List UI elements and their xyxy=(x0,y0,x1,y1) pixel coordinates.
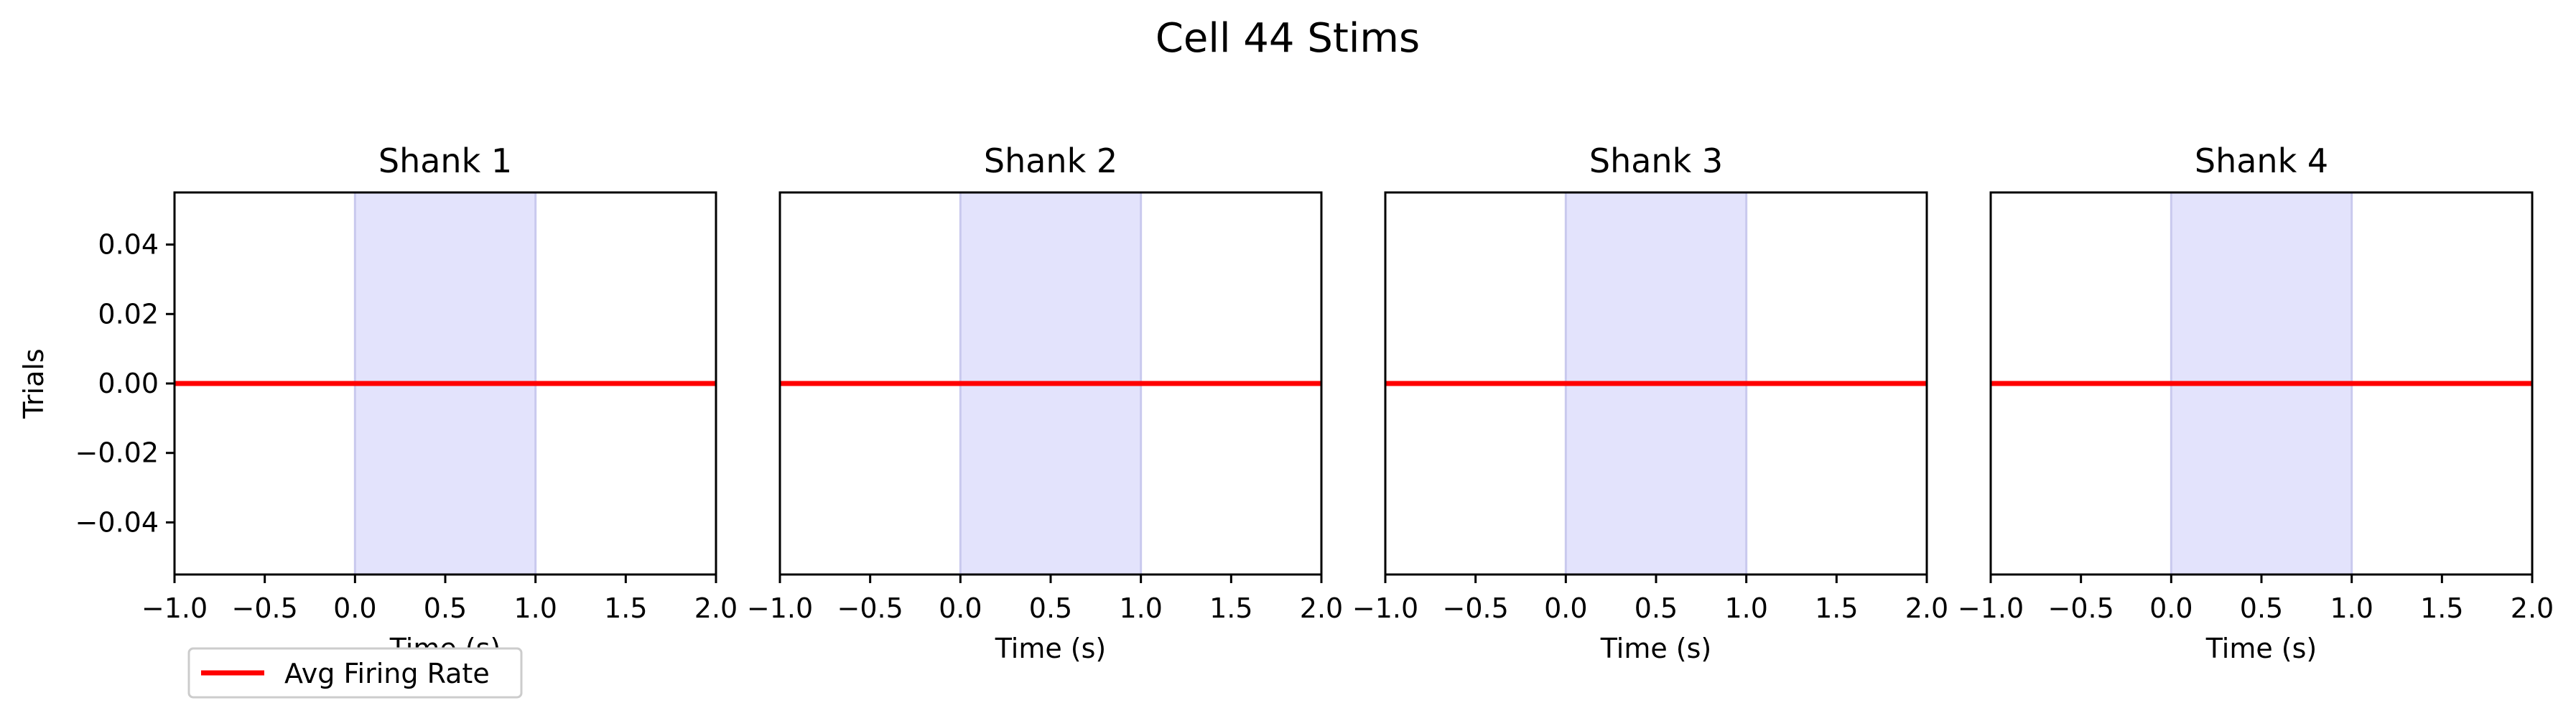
panel-shank-2: Shank 2 −1.0 −0.5 0.0 0.5 1.0 1.5 2.0 Time (s) xyxy=(747,141,1343,664)
y-tick-label: 0.04 xyxy=(98,229,159,261)
x-tick-label: 1.5 xyxy=(604,592,647,624)
panel-title: Shank 3 xyxy=(1589,141,1723,180)
x-tick-label: −0.5 xyxy=(837,592,903,624)
x-tick-label: −0.5 xyxy=(2048,592,2114,624)
x-tick-label: 0.0 xyxy=(939,592,982,624)
x-tick-label: −1.0 xyxy=(1352,592,1418,624)
panel-shank-4: Shank 4 −1.0 −0.5 0.0 0.5 1.0 1.5 2.0 Time (s) xyxy=(1958,141,2554,664)
x-tick-label: 1.5 xyxy=(1815,592,1858,624)
x-tick-label: 1.0 xyxy=(1724,592,1767,624)
x-tick-label: 0.0 xyxy=(1544,592,1587,624)
x-axis-label: Time (s) xyxy=(2205,633,2317,664)
x-tick-label: 1.0 xyxy=(2330,592,2373,624)
x-axis-label: Time (s) xyxy=(995,633,1107,664)
panels: Shank 1 −1.0 −0.5 0.0 0.5 1.0 1.5 2.0 Time (s) 0.… xyxy=(18,141,2554,664)
panel-title: Shank 1 xyxy=(378,141,512,180)
x-tick-label: 0.5 xyxy=(424,592,467,624)
y-tick-label: −0.02 xyxy=(75,437,159,469)
x-tick-label: 2.0 xyxy=(694,592,738,624)
x-tick-label: −0.5 xyxy=(1443,592,1509,624)
x-tick-label: −1.0 xyxy=(747,592,813,624)
legend-label: Avg Firing Rate xyxy=(284,658,490,689)
x-axis-label: Time (s) xyxy=(1600,633,1712,664)
x-tick-label: −0.5 xyxy=(232,592,298,624)
x-tick-label: 0.0 xyxy=(333,592,376,624)
panel-title: Shank 2 xyxy=(984,141,1117,180)
x-tick-label: 0.5 xyxy=(1635,592,1678,624)
y-axis-label: Trials xyxy=(18,348,50,419)
y-tick-label: −0.04 xyxy=(75,506,159,538)
x-tick-label: 0.0 xyxy=(2149,592,2193,624)
x-tick-label: 2.0 xyxy=(1905,592,1948,624)
y-tick-label: 0.00 xyxy=(98,368,159,399)
x-tick-label: 0.5 xyxy=(2240,592,2283,624)
x-tick-label: 2.0 xyxy=(2511,592,2554,624)
x-tick-label: 0.5 xyxy=(1029,592,1072,624)
x-tick-label: −1.0 xyxy=(1958,592,2024,624)
x-tick-label: 2.0 xyxy=(1300,592,1343,624)
x-tick-label: 1.5 xyxy=(1209,592,1252,624)
x-tick-label: −1.0 xyxy=(141,592,208,624)
x-tick-label: 1.5 xyxy=(2420,592,2463,624)
figure-title: Cell 44 Stims xyxy=(1156,15,1420,62)
x-tick-label: 1.0 xyxy=(513,592,557,624)
y-tick-label: 0.02 xyxy=(98,298,159,330)
legend-frame xyxy=(187,647,523,699)
legend: Avg Firing Rate xyxy=(187,647,523,699)
panel-title: Shank 4 xyxy=(2195,141,2328,180)
x-tick-label: 1.0 xyxy=(1119,592,1162,624)
panel-shank-3: Shank 3 −1.0 −0.5 0.0 0.5 1.0 1.5 2.0 Time (s) xyxy=(1352,141,1948,664)
